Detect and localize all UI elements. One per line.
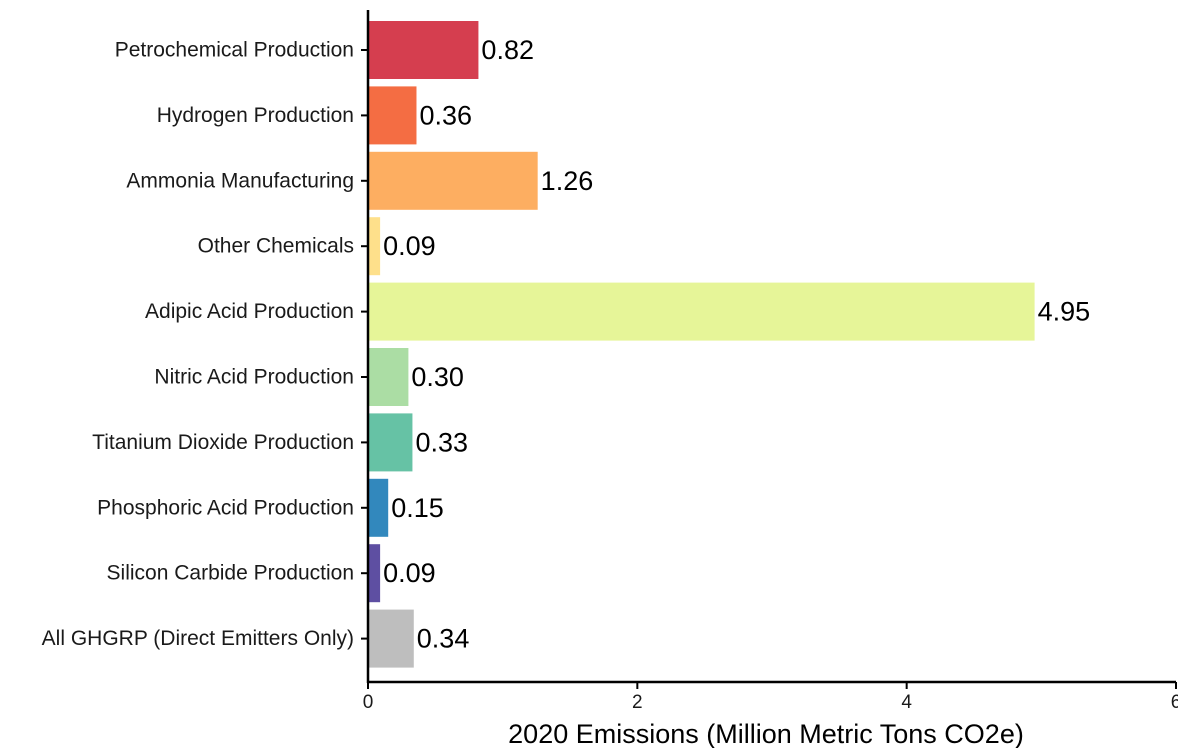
value-label: 0.33: [415, 427, 468, 457]
value-label: 0.30: [411, 362, 464, 392]
bars-layer: [368, 21, 1035, 668]
bar: [368, 478, 389, 537]
value-label: 0.36: [419, 100, 472, 130]
ticks-layer: 0 2 4 6: [361, 49, 1178, 713]
value-label: 0.09: [383, 558, 436, 588]
bar: [368, 21, 479, 79]
category-label: Other Chemicals: [198, 235, 354, 258]
value-label: 0.09: [383, 231, 436, 261]
category-label: Silicon Carbide Production: [107, 562, 354, 585]
value-label: 0.15: [391, 493, 444, 523]
labels-layer: Petrochemical Production 0.82 Hydrogen Pro…: [42, 35, 1090, 654]
bar: [368, 151, 538, 210]
category-label: Titanium Dioxide Production: [92, 431, 354, 454]
category-label: Ammonia Manufacturing: [126, 169, 354, 192]
bar: [368, 413, 413, 472]
value-label: 0.34: [417, 624, 470, 654]
category-label: All GHGRP (Direct Emitters Only): [42, 627, 354, 650]
category-label: Adipic Acid Production: [145, 300, 354, 323]
bar: [368, 609, 414, 668]
bar: [368, 544, 381, 603]
category-label: Nitric Acid Production: [154, 366, 354, 389]
category-label: Petrochemical Production: [115, 39, 354, 62]
x-axis-title: 2020 Emissions (Million Metric Tons CO2e…: [508, 719, 1024, 748]
x-tick-label: 0: [363, 692, 374, 713]
bar: [368, 86, 417, 145]
category-label: Hydrogen Production: [157, 104, 354, 127]
bar: [368, 282, 1035, 341]
value-label: 4.95: [1038, 297, 1091, 327]
value-label: 1.26: [541, 166, 594, 196]
category-label: Phosphoric Acid Production: [97, 496, 354, 519]
value-label: 0.82: [481, 35, 534, 65]
bar: [368, 217, 381, 276]
axes-layer: [366, 10, 1176, 684]
x-tick-label: 4: [901, 692, 912, 713]
bar: [368, 348, 409, 406]
x-tick-label: 6: [1171, 692, 1178, 713]
x-tick-label: 2: [632, 692, 643, 713]
